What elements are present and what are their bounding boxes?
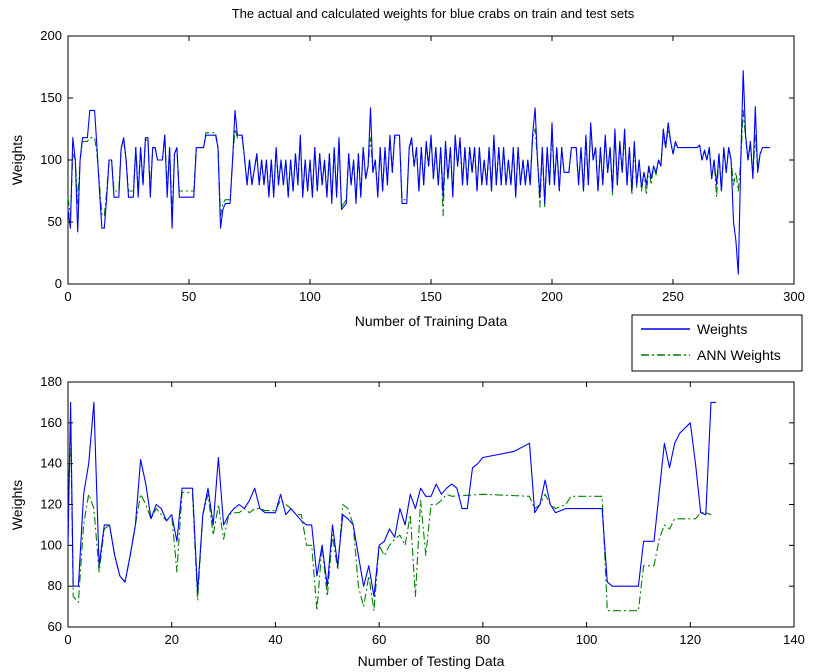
axes-box-training [67,35,795,285]
y-tick-label: 100 [40,537,62,552]
xlabel-testing: Number of Testing Data [358,653,505,669]
subplot-training: 0 50 100 150 200 250 300 0 50 100 150 200 Number of… [9,28,805,329]
series-layer-training [67,70,770,275]
xlabel-training: Number of Training Data [355,313,508,329]
y-tick-label: 200 [40,28,62,43]
x-tick-label: 200 [541,289,563,304]
x-tick-label: 300 [783,289,805,304]
ylabel-training: Weights [9,135,25,185]
x-tick-label: 0 [64,632,71,647]
legend-label-ann-weights: ANN Weights [697,347,781,363]
y-tick-label: 180 [40,374,62,389]
x-tick-label: 50 [182,289,196,304]
legend: Weights ANN Weights [631,314,803,372]
series-line-weights-training [67,70,770,275]
x-tick-label: 20 [164,632,178,647]
series-layer-testing [67,401,717,612]
y-tick-label: 150 [40,90,62,105]
legend-box [631,314,803,372]
y-tick-label: 0 [55,276,62,291]
y-tick-label: 140 [40,456,62,471]
legend-label-weights: Weights [697,321,747,337]
x-tick-label: 250 [662,289,684,304]
y-tick-label: 60 [48,619,62,634]
x-tick-label: 80 [476,632,490,647]
series-line-ann-weights-testing [67,422,712,612]
ylabel-testing: Weights [9,480,25,530]
x-tick-label: 60 [372,632,386,647]
x-tick-label: 120 [679,632,701,647]
y-tick-label: 160 [40,415,62,430]
y-tick-label: 120 [40,497,62,512]
series-line-weights-testing [67,401,717,597]
ticks-testing: 0 20 40 60 80 100 120 140 60 80 100 120 140 160 180 [40,374,805,647]
ticks-training: 0 50 100 150 200 250 300 0 50 100 150 200 [40,28,805,304]
figure-title: The actual and calculated weights for bl… [232,6,635,21]
x-tick-label: 40 [268,632,282,647]
x-tick-label: 140 [783,632,805,647]
y-tick-label: 80 [48,578,62,593]
y-tick-label: 100 [40,152,62,167]
x-tick-label: 100 [299,289,321,304]
y-tick-label: 50 [48,214,62,229]
x-tick-label: 100 [576,632,598,647]
x-tick-label: 150 [420,289,442,304]
x-tick-label: 0 [64,289,71,304]
subplot-testing: 0 20 40 60 80 100 120 140 60 80 100 120 140 160 180 Nu… [9,374,805,669]
